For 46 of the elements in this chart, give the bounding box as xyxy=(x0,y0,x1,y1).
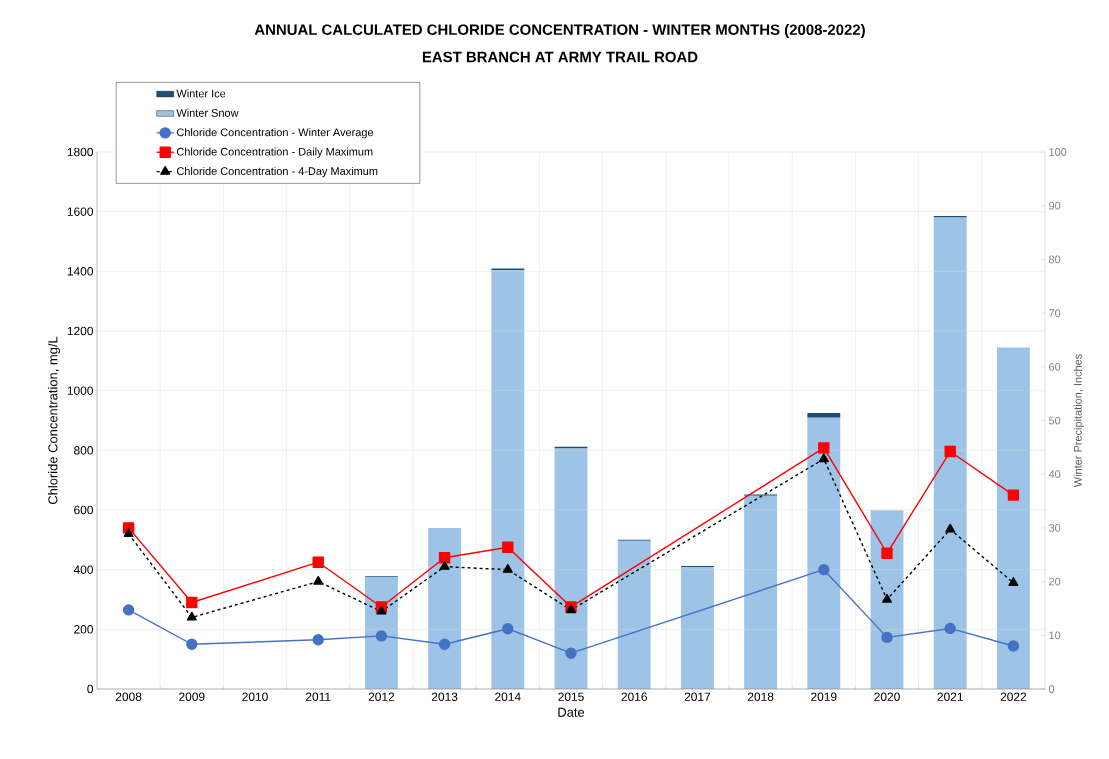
chart-subtitle: EAST BRANCH AT ARMY TRAIL ROAD xyxy=(422,51,698,63)
y2-tick-label: 90 xyxy=(1049,201,1061,210)
x-tick-label: 2009 xyxy=(179,692,205,701)
y-tick-label: 600 xyxy=(74,505,94,515)
chart-title: ANNUAL CALCULATED CHLORIDE CONCENTRATION - WINTER MONTHS (2008-2022) xyxy=(254,24,865,38)
legend-label: Winter Ice xyxy=(176,89,226,98)
legend-label: Chloride Concentration - 4-Day Maximum xyxy=(176,166,378,178)
y2-tick-label: 0 xyxy=(1048,685,1055,693)
y2-tick-label: 30 xyxy=(1048,524,1061,532)
y-tick-label: 800 xyxy=(74,446,94,455)
x-tick-label: 2015 xyxy=(558,692,584,701)
legend-label: Chloride Concentration - Winter Average xyxy=(176,128,374,139)
legend-label: Winter Snow xyxy=(176,108,239,117)
y-tick-label: 0 xyxy=(87,684,94,694)
x-tick-label: 2014 xyxy=(495,692,521,701)
x-tick-label: 2010 xyxy=(242,692,268,701)
x-tick-label: 2022 xyxy=(1000,692,1027,701)
y-axis-title: Chloride Concentration, mg/L xyxy=(47,336,61,505)
x-tick-label: 2021 xyxy=(937,692,963,701)
x-tick-label: 2012 xyxy=(368,692,395,701)
x-tick-label: 2011 xyxy=(305,692,331,701)
x-axis-title: Date xyxy=(558,707,585,717)
y-tick-label: 1200 xyxy=(67,326,94,336)
y2-tick-label: 40 xyxy=(1048,470,1061,479)
y-tick-label: 1000 xyxy=(67,386,94,395)
y2-tick-label: 20 xyxy=(1049,577,1061,586)
x-tick-label: 2016 xyxy=(621,692,647,701)
x-tick-label: 2008 xyxy=(115,692,142,701)
y2-tick-label: 60 xyxy=(1049,362,1061,371)
legend-label: Chloride Concentration - Daily Maximum xyxy=(176,147,373,158)
y2-tick-label: 70 xyxy=(1049,309,1061,317)
x-tick-label: 2019 xyxy=(811,692,837,701)
x-tick-label: 2020 xyxy=(874,692,900,701)
y2-axis-title: Winter Precipitation, Inches xyxy=(1073,354,1084,488)
y2-tick-label: 80 xyxy=(1049,255,1061,264)
y-tick-label: 1600 xyxy=(67,207,94,216)
x-tick-label: 2018 xyxy=(747,692,774,701)
y2-tick-label: 10 xyxy=(1049,631,1061,640)
y-tick-label: 400 xyxy=(73,565,94,574)
x-tick-label: 2017 xyxy=(684,692,711,701)
y2-tick-label: 50 xyxy=(1048,416,1061,425)
x-tick-label: 2013 xyxy=(431,692,458,701)
y-tick-label: 200 xyxy=(74,625,94,634)
y-tick-label: 1800 xyxy=(67,147,94,157)
y2-tick-label: 100 xyxy=(1049,148,1067,156)
y-tick-label: 1400 xyxy=(67,267,94,276)
